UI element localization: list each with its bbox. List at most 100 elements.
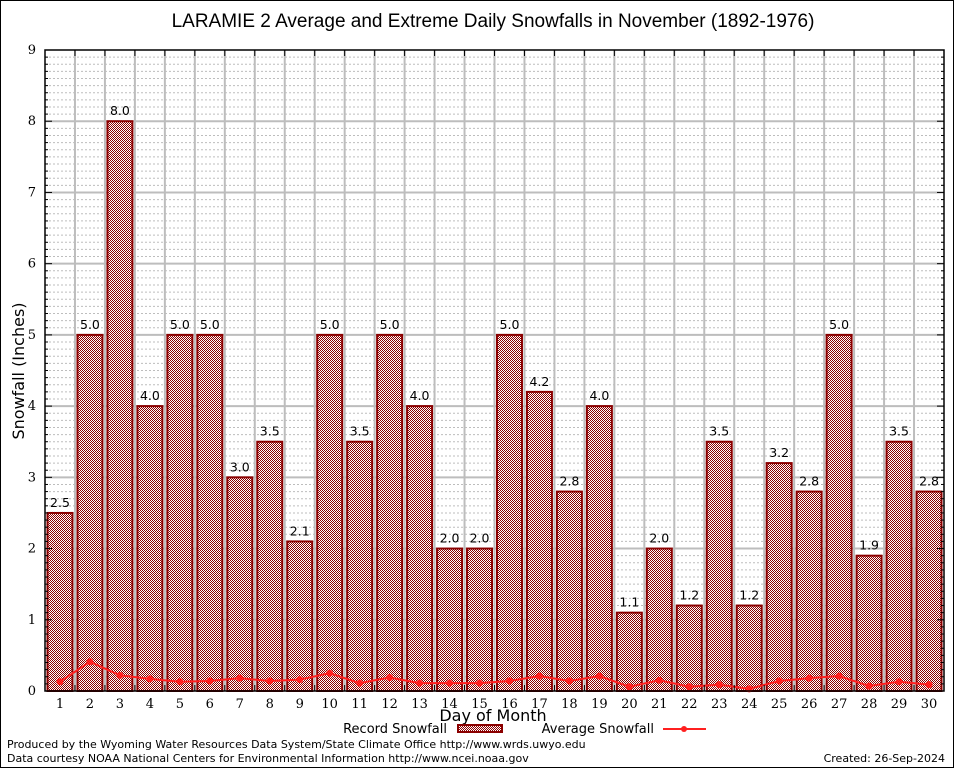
footer-created: Created: 26-Sep-2024 (824, 752, 945, 765)
bar-day-30 (915, 490, 943, 693)
x-tick-label: 1 (56, 697, 64, 712)
average-point-day-11 (356, 679, 364, 687)
bar-label-day-2: 5.0 (80, 317, 100, 332)
x-tick-label: 6 (206, 697, 214, 712)
average-point-day-21 (655, 676, 663, 684)
y-tick-label: 8 (28, 114, 36, 129)
x-tick-label: 2 (86, 697, 94, 712)
bar-label-day-14: 2.0 (440, 531, 460, 546)
y-tick-labels: 0 1 2 3 4 5 6 7 8 9 (28, 43, 36, 699)
average-point-day-5 (176, 678, 184, 686)
y-tick-label: 9 (28, 43, 36, 58)
x-tick-label: 9 (296, 697, 304, 712)
bar-label-day-8: 3.5 (260, 424, 280, 439)
bar-day-2 (76, 333, 104, 692)
bar-label-day-11: 3.5 (350, 424, 370, 439)
x-tick-label: 20 (621, 697, 638, 712)
bar-label-day-21: 2.0 (649, 531, 669, 546)
bar-day-12 (376, 333, 404, 692)
x-tick-label: 7 (236, 697, 244, 712)
bar-label-day-29: 3.5 (889, 424, 909, 439)
bar-day-11 (346, 440, 374, 692)
average-point-day-30 (925, 681, 933, 689)
bar-day-1 (46, 511, 74, 693)
x-tick-label: 27 (831, 697, 848, 712)
legend-swatch-average-marker (681, 726, 687, 732)
y-tick-label: 5 (28, 328, 36, 343)
bar-label-day-16: 5.0 (500, 317, 520, 332)
x-tick-label: 25 (771, 697, 788, 712)
bar-label-day-1: 2.5 (50, 495, 70, 510)
x-tick-label: 29 (891, 697, 908, 712)
y-tick-label: 2 (28, 542, 36, 557)
bar-label-day-3: 8.0 (110, 103, 130, 118)
y-tick-label: 4 (28, 399, 36, 414)
bar-day-6 (196, 333, 224, 692)
y-tick-label: 7 (28, 185, 36, 200)
bar-day-16 (496, 333, 523, 692)
x-tick-label: 30 (921, 697, 938, 712)
average-point-day-22 (685, 683, 693, 691)
bar-day-17 (525, 390, 553, 692)
average-snowfall-line (59, 660, 930, 690)
bar-day-28 (855, 554, 883, 693)
y-tick-label: 0 (28, 684, 36, 699)
bar-label-day-12: 5.0 (380, 317, 400, 332)
bar-day-9 (286, 540, 314, 693)
grid (45, 50, 944, 691)
bars (46, 120, 943, 693)
y-tick-label: 6 (28, 257, 36, 272)
bar-day-25 (765, 462, 793, 693)
y-axis-label: Snowfall (Inches) (9, 302, 28, 439)
bar-day-8 (256, 440, 284, 692)
bar-label-day-17: 4.2 (530, 374, 550, 389)
average-point-day-19 (595, 672, 603, 680)
bar-label-day-13: 4.0 (410, 388, 430, 403)
bar-label-day-26: 2.8 (799, 474, 819, 489)
average-point-day-20 (625, 683, 633, 691)
bar-label-day-30: 2.8 (919, 474, 939, 489)
bar-label-day-18: 2.8 (559, 474, 579, 489)
bar-day-23 (705, 440, 733, 692)
average-point-day-18 (565, 677, 573, 685)
average-point-day-7 (236, 674, 244, 682)
bar-day-24 (735, 604, 763, 692)
average-point-day-15 (476, 679, 484, 687)
x-tick-label: 3 (116, 697, 124, 712)
footer-produced-by: Produced by the Wyoming Water Resources … (7, 738, 586, 751)
bar-day-5 (166, 333, 194, 692)
average-point-day-8 (266, 677, 274, 685)
average-point-day-2 (86, 658, 94, 666)
average-point-day-10 (326, 669, 334, 677)
x-tick-label: 4 (146, 697, 154, 712)
bar-day-29 (885, 440, 913, 692)
average-point-day-16 (505, 677, 513, 685)
bar-label-day-22: 1.2 (679, 588, 699, 603)
bar-day-14 (436, 547, 464, 692)
average-point-day-17 (535, 672, 543, 680)
x-tick-label: 22 (681, 697, 698, 712)
bar-label-day-20: 1.1 (619, 595, 639, 610)
bar-day-10 (316, 333, 344, 692)
x-tick-label: 15 (471, 697, 488, 712)
bar-day-26 (795, 490, 823, 693)
x-tick-label: 13 (411, 697, 428, 712)
legend: Record Snowfall Average Snowfall (343, 722, 706, 737)
average-point-day-1 (56, 678, 64, 686)
average-point-day-6 (206, 677, 214, 685)
legend-label-average: Average Snowfall (542, 722, 654, 737)
average-point-day-25 (775, 677, 783, 685)
bar-label-day-7: 3.0 (230, 459, 250, 474)
bar-label-day-24: 1.2 (739, 588, 759, 603)
average-point-day-23 (715, 681, 723, 689)
x-tick-label: 17 (531, 697, 548, 712)
bar-day-18 (555, 490, 583, 693)
x-tick-label: 11 (351, 697, 368, 712)
x-tick-label: 8 (266, 697, 274, 712)
x-tick-label: 19 (591, 697, 608, 712)
legend-swatch-record (457, 724, 503, 733)
bar-label-day-5: 5.0 (170, 317, 190, 332)
average-point-day-28 (865, 682, 873, 690)
average-point-day-29 (895, 678, 903, 686)
